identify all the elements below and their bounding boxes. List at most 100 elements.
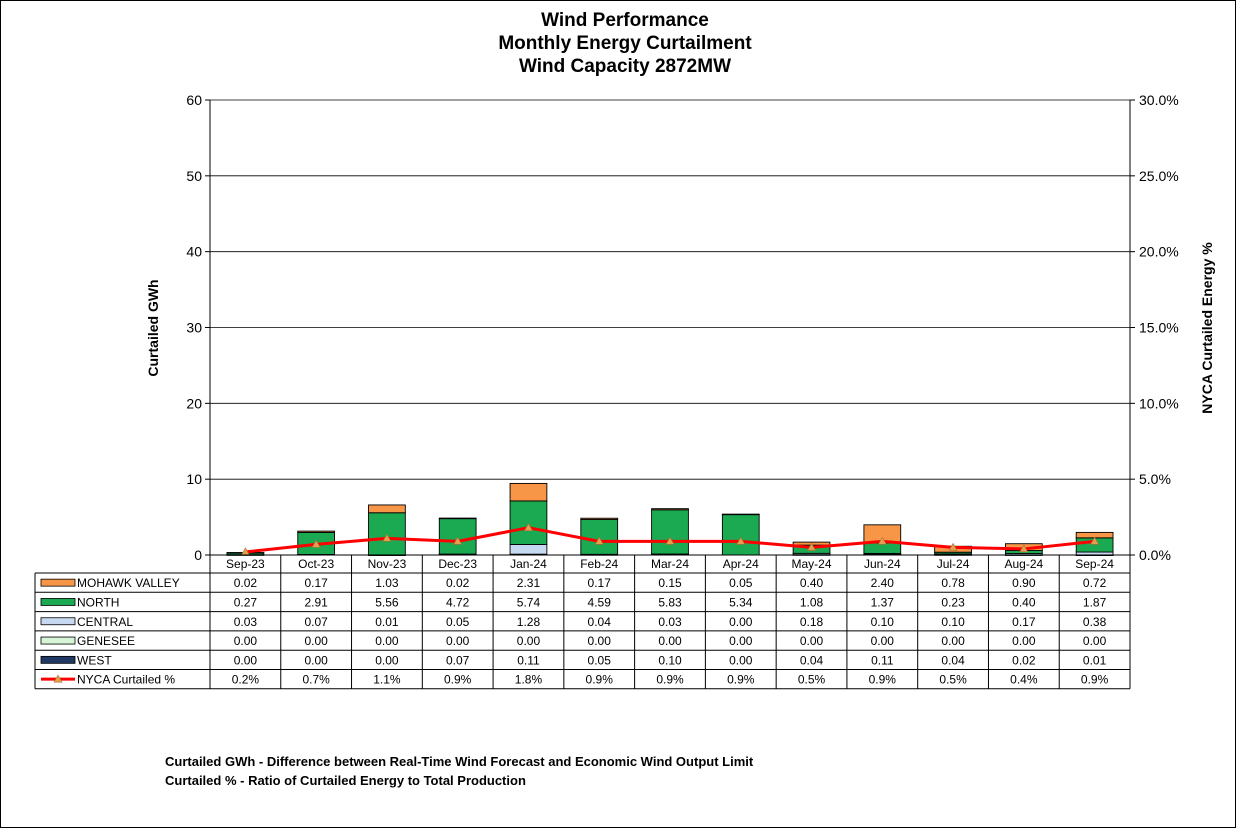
data-label: 0.9% xyxy=(1081,673,1109,687)
bar-north xyxy=(721,514,760,556)
y-tick-label: 30 xyxy=(186,320,202,336)
data-label: 0.17 xyxy=(304,576,328,590)
y-tick-label: 20 xyxy=(186,395,202,411)
data-label: 0.00 xyxy=(234,634,258,648)
data-label: 0.9% xyxy=(869,673,897,687)
data-label: 1.1% xyxy=(373,673,401,687)
y-tick-label: 40 xyxy=(186,244,202,260)
x-category-label: Oct-23 xyxy=(298,557,334,571)
legend-key xyxy=(40,578,76,587)
bar-mohawk-valley xyxy=(368,504,406,514)
data-label: 0.02 xyxy=(446,576,470,590)
x-category-label: Sep-24 xyxy=(1075,557,1114,571)
data-label: 0.10 xyxy=(941,615,965,629)
data-label: 0.02 xyxy=(234,576,258,590)
bar-mohawk-valley xyxy=(509,482,548,502)
data-label: 1.08 xyxy=(800,595,824,609)
legend-entry: NORTH xyxy=(77,595,119,609)
data-label: 5.74 xyxy=(517,595,541,609)
data-label: 0.00 xyxy=(304,653,328,667)
data-label: 4.59 xyxy=(588,595,612,609)
data-label: 0.04 xyxy=(941,653,965,667)
line-point-marker xyxy=(807,542,817,551)
data-label: 0.05 xyxy=(588,653,612,667)
data-label: 0.18 xyxy=(800,615,824,629)
x-category-label: Nov-23 xyxy=(368,557,407,571)
data-label: 0.00 xyxy=(1083,634,1107,648)
x-category-label: Aug-24 xyxy=(1004,557,1043,571)
x-category-label: Jun-24 xyxy=(864,557,901,571)
data-label: 1.8% xyxy=(515,673,543,687)
data-label: 1.87 xyxy=(1083,595,1107,609)
data-label: 0.15 xyxy=(658,576,682,590)
data-label: 5.34 xyxy=(729,595,753,609)
data-label: 0.90 xyxy=(1012,576,1036,590)
bar-mohawk-valley xyxy=(297,530,336,533)
title-line-1: Wind Performance xyxy=(541,10,709,31)
bar-north xyxy=(438,517,477,555)
legend-entry: NYCA Curtailed % xyxy=(77,673,175,687)
data-label: 0.17 xyxy=(588,576,612,590)
data-label: 0.5% xyxy=(939,673,967,687)
legend-key xyxy=(53,674,63,683)
legend-entry: MOHAWK VALLEY xyxy=(77,576,180,590)
y-axis-label: Curtailed GWh xyxy=(145,279,161,376)
data-label: 0.00 xyxy=(375,653,399,667)
data-label: 0.7% xyxy=(302,673,330,687)
y-tick-label: 0 xyxy=(194,547,202,563)
data-label: 0.00 xyxy=(729,615,753,629)
legend-key xyxy=(40,617,76,626)
line-point-marker xyxy=(1090,536,1100,545)
data-label: 0.00 xyxy=(517,634,541,648)
title-line-2: Monthly Energy Curtailment xyxy=(498,33,752,54)
bar-north xyxy=(509,500,548,545)
x-category-label: Sep-23 xyxy=(226,557,265,571)
data-label: 0.02 xyxy=(1012,653,1036,667)
data-label: 1.28 xyxy=(517,615,541,629)
curtailed-percent-line xyxy=(240,523,1100,556)
data-label: 0.05 xyxy=(446,615,470,629)
data-label: 0.00 xyxy=(729,634,753,648)
data-label: 0.72 xyxy=(1083,576,1107,590)
x-category-label: Apr-24 xyxy=(723,557,759,571)
data-label: 0.38 xyxy=(1083,615,1107,629)
legend-key xyxy=(40,636,76,645)
y2-tick-label: 25.0% xyxy=(1139,168,1179,184)
data-label: 0.10 xyxy=(871,615,895,629)
bar-mohawk-valley xyxy=(651,508,689,511)
data-label: 1.37 xyxy=(871,595,895,609)
line-point-marker xyxy=(1019,544,1029,553)
data-label: 0.00 xyxy=(871,634,895,648)
line-point-marker xyxy=(453,536,463,545)
x-category-label: Feb-24 xyxy=(580,557,618,571)
chart-title: Wind Performance Monthly Energy Curtailm… xyxy=(498,10,752,77)
y2-tick-label: 30.0% xyxy=(1139,92,1179,108)
line-point-marker xyxy=(736,536,746,545)
stacked-bars xyxy=(226,482,1114,556)
data-label: 0.04 xyxy=(588,615,612,629)
data-label: 0.00 xyxy=(234,653,258,667)
data-label: 0.5% xyxy=(798,673,826,687)
x-category-label: Mar-24 xyxy=(651,557,689,571)
data-label: 2.40 xyxy=(871,576,895,590)
data-label: 0.05 xyxy=(729,576,753,590)
data-label: 0.9% xyxy=(656,673,684,687)
data-table: Sep-23 Oct-23 Nov-23 Dec-23 Jan-24 Feb-24 Mar-… xyxy=(34,554,1131,690)
bar-north xyxy=(651,509,689,555)
data-label: 0.07 xyxy=(446,653,470,667)
data-label: 0.17 xyxy=(1012,615,1036,629)
data-label: 0.00 xyxy=(304,634,328,648)
data-label: 0.11 xyxy=(517,653,540,667)
gridlines xyxy=(210,99,1130,480)
note-line-2: Curtailed % - Ratio of Curtailed Energy … xyxy=(165,773,526,788)
line-point-marker xyxy=(311,539,321,548)
x-category-label: Dec-23 xyxy=(438,557,477,571)
legend-key xyxy=(40,598,76,606)
data-label: 0.01 xyxy=(375,615,399,629)
data-label: 0.27 xyxy=(234,595,258,609)
y2-tick-label: 20.0% xyxy=(1139,244,1179,260)
bar-mohawk-valley xyxy=(438,517,477,520)
y-tick-label: 60 xyxy=(186,92,202,108)
line-point-marker xyxy=(948,542,958,551)
